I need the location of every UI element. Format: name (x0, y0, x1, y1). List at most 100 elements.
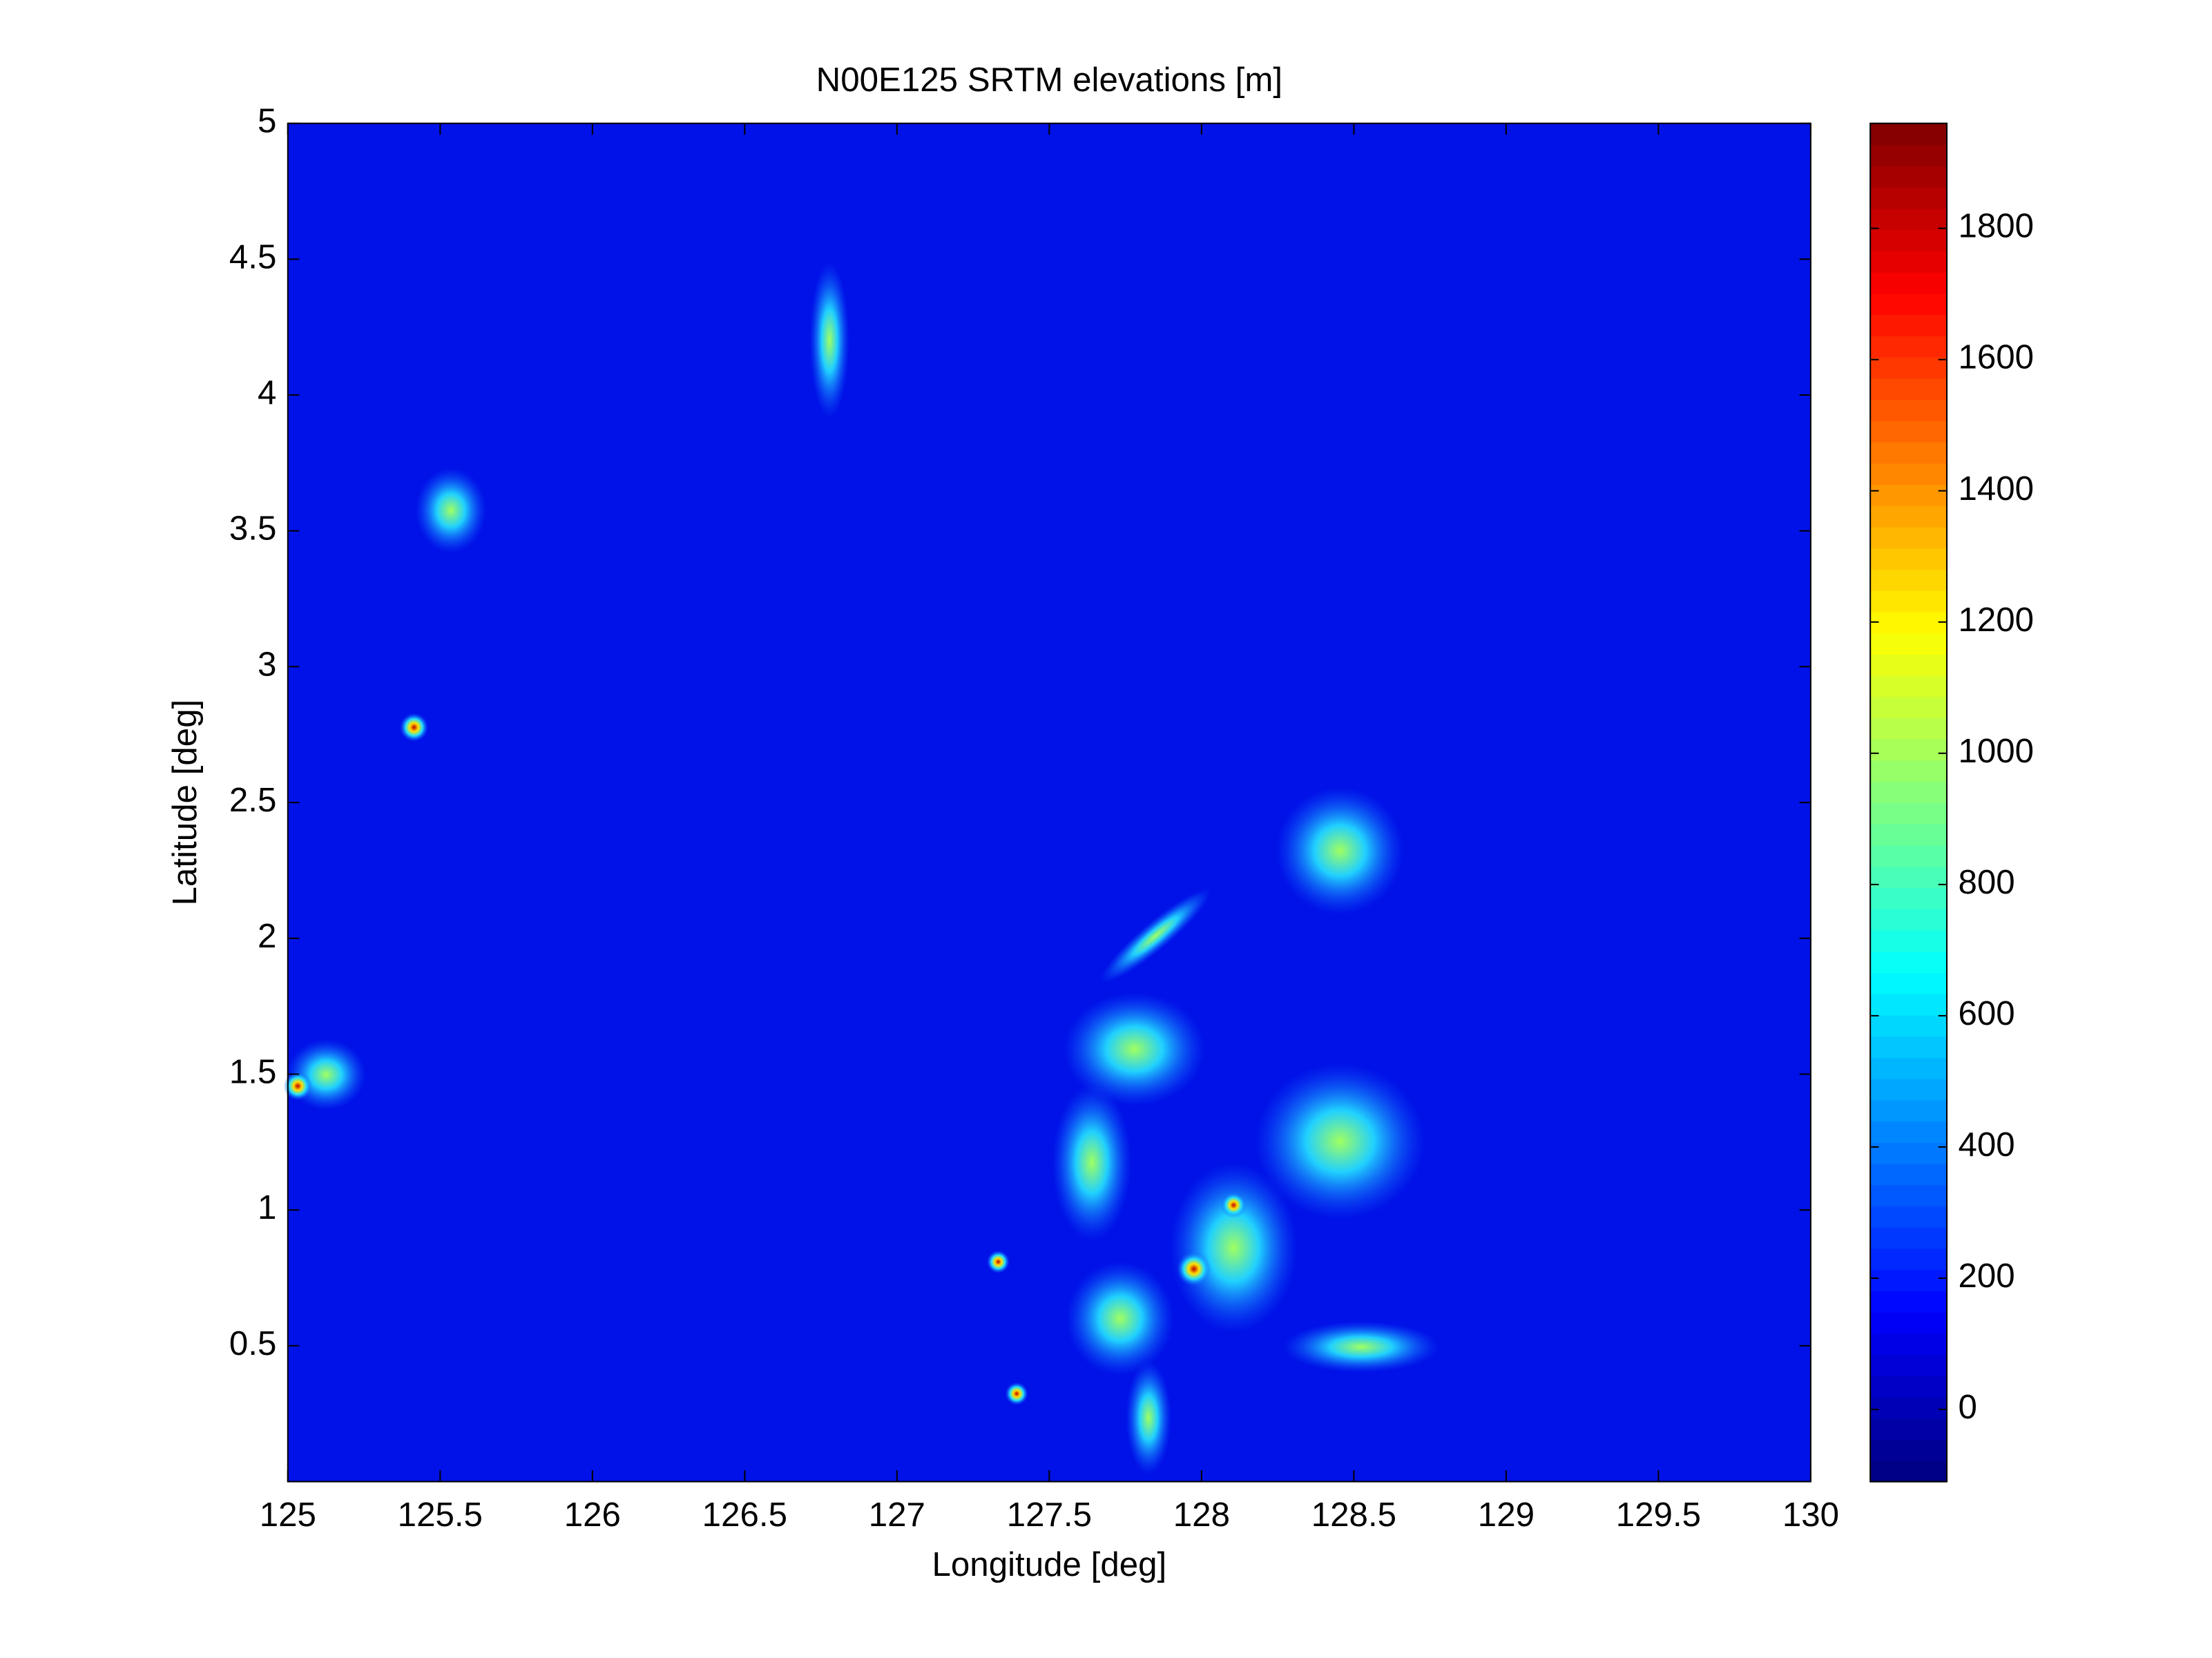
colorbar-step (1870, 696, 1947, 719)
colorbar-step (1870, 908, 1947, 931)
terrain-feature (1052, 1084, 1132, 1241)
colorbar-step (1870, 653, 1947, 676)
colorbar-tick-label: 600 (1958, 994, 2014, 1032)
colorbar-step (1870, 1078, 1947, 1101)
y-tick-label: 1.5 (229, 1053, 277, 1091)
plot-area (287, 123, 1811, 1482)
colorbar-step (1870, 441, 1947, 464)
colorbar-step (1870, 1099, 1947, 1122)
colorbar-step (1870, 1439, 1947, 1461)
colorbar-step (1870, 293, 1947, 316)
y-tick-label: 4 (258, 374, 276, 412)
colorbar-step (1870, 1184, 1947, 1207)
y-tick-label: 0.5 (229, 1324, 277, 1362)
y-tick-label: 3.5 (229, 510, 277, 548)
x-tick-label: 129 (1478, 1496, 1535, 1534)
chart-title: N00E125 SRTM elevations [m] (816, 61, 1282, 99)
colorbar-step (1870, 993, 1947, 1016)
colorbar-step (1870, 1141, 1947, 1164)
colorbar-step (1870, 569, 1947, 591)
colorbar-step (1870, 1354, 1947, 1376)
colorbar-step (1870, 1375, 1947, 1398)
colorbar-step (1870, 1460, 1947, 1483)
terrain-peak (1005, 1382, 1028, 1405)
colorbar-step (1870, 484, 1947, 506)
terrain-peak (400, 713, 429, 742)
colorbar-step (1870, 208, 1947, 231)
x-tick-label: 128 (1173, 1496, 1230, 1534)
colorbar-step (1870, 611, 1947, 634)
y-tick-label: 1 (258, 1188, 276, 1226)
colorbar-step (1870, 271, 1947, 294)
colorbar-step (1870, 887, 1947, 909)
colorbar-step (1870, 1121, 1947, 1143)
colorbar-step (1870, 420, 1947, 443)
colorbar-step (1870, 781, 1947, 804)
colorbar-tick-label: 800 (1958, 863, 2014, 901)
terrain-feature (1169, 1162, 1298, 1333)
colorbar-step (1870, 526, 1947, 549)
terrain-feature (1063, 992, 1206, 1106)
terrain (283, 262, 1439, 1475)
y-tick-label: 2.5 (229, 781, 277, 819)
terrain-feature (1276, 787, 1404, 915)
x-tick-label: 125 (260, 1496, 316, 1534)
colorbar-step (1870, 1269, 1947, 1292)
x-tick-label: 129.5 (1616, 1496, 1701, 1534)
x-tick-label: 128.5 (1311, 1496, 1396, 1534)
colorbar-step (1870, 1163, 1947, 1186)
colorbar-step (1870, 633, 1947, 655)
colorbar-step (1870, 548, 1947, 570)
y-tick-label: 3 (258, 645, 276, 683)
terrain-feature (809, 262, 849, 418)
colorbar-step (1870, 802, 1947, 825)
colorbar-step (1870, 738, 1947, 761)
terrain-peak (1220, 1192, 1247, 1218)
colorbar-step (1870, 505, 1947, 528)
colorbar-tick-label: 1200 (1958, 601, 2034, 639)
x-tick-label: 127.5 (1007, 1496, 1092, 1534)
colorbar-step (1870, 399, 1947, 421)
colorbar-tick-label: 1800 (1958, 207, 2034, 245)
colorbar-step (1870, 1333, 1947, 1356)
colorbar-step (1870, 144, 1947, 167)
y-tick-label: 5 (258, 102, 276, 140)
y-tick-label: 2 (258, 917, 276, 955)
colorbar-step (1870, 1396, 1947, 1419)
colorbar-step (1870, 823, 1947, 846)
colorbar-step (1870, 1206, 1947, 1228)
colorbar-step (1870, 1311, 1947, 1334)
colorbar (1870, 123, 1947, 1483)
colorbar-step (1870, 1418, 1947, 1440)
colorbar-step (1870, 335, 1947, 358)
colorbar-step (1870, 590, 1947, 613)
x-tick-label: 126.5 (702, 1496, 787, 1534)
colorbar-step (1870, 845, 1947, 867)
colorbar-step (1870, 1014, 1947, 1037)
terrain-feature (1100, 889, 1211, 983)
colorbar-step (1870, 675, 1947, 697)
colorbar-step (1870, 186, 1947, 209)
terrain-peak (987, 1250, 1010, 1273)
colorbar-step (1870, 1248, 1947, 1271)
terrain-peak (283, 1072, 312, 1101)
terrain-feature (1066, 1262, 1175, 1376)
colorbar-tick-label: 1400 (1958, 470, 2034, 508)
colorbar-step (1870, 123, 1947, 146)
colorbar-tick-label: 0 (1958, 1388, 1977, 1426)
colorbar-step (1870, 972, 1947, 994)
x-axis-label: Longitude [deg] (932, 1545, 1167, 1583)
x-tick-label: 130 (1782, 1496, 1839, 1534)
colorbar-step (1870, 314, 1947, 336)
colorbar-frame (1869, 122, 1948, 1483)
terrain-feature (1126, 1361, 1171, 1475)
terrain-feature (415, 467, 487, 553)
colorbar-step (1870, 1036, 1947, 1058)
colorbar-step (1870, 951, 1947, 974)
colorbar-step (1870, 378, 1947, 401)
colorbar-tick-label: 400 (1958, 1126, 2014, 1164)
colorbar-step (1870, 760, 1947, 782)
colorbar-step (1870, 1290, 1947, 1313)
terrain-peak (1177, 1251, 1211, 1286)
